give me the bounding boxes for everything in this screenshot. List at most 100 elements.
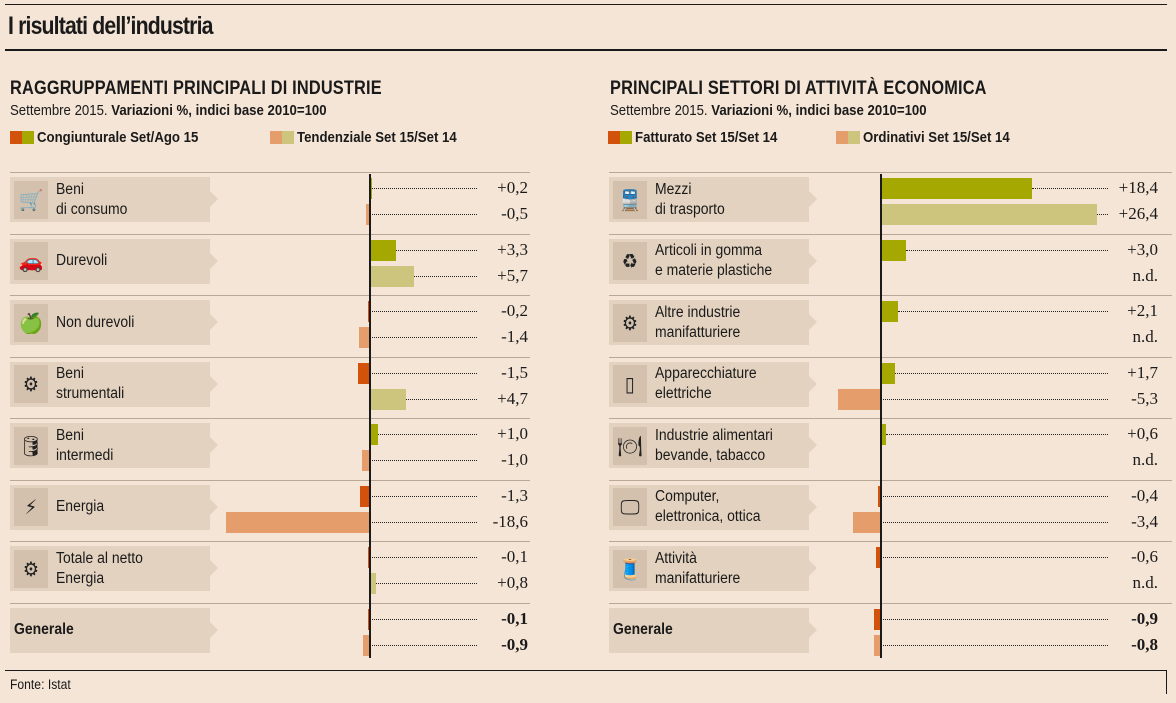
- value-label-series1-2: +2,1: [1127, 301, 1158, 320]
- gears-icon: ⚙: [613, 303, 647, 342]
- leader-line: [898, 311, 1108, 312]
- legend-item-tendenziale: Tendenziale Set 15/Set 14: [270, 129, 478, 146]
- legend-swatch-negative: [270, 131, 282, 144]
- bar-series1-7: [873, 608, 881, 630]
- legend-swatch-positive: [620, 131, 632, 144]
- row-separator: [10, 541, 530, 542]
- source-note: Fonte: Istat: [10, 677, 71, 692]
- row-separator: [609, 541, 1172, 542]
- value-label-series2-2: n.d.: [1132, 327, 1159, 346]
- value-label-series2-7: -0,9: [501, 634, 528, 654]
- leader-line: [395, 249, 477, 251]
- row-separator: [10, 479, 530, 481]
- monitor-icon: 🖵: [613, 488, 647, 526]
- panel-subtitle: Settembre 2015. Variazioni %, indici bas…: [610, 102, 995, 119]
- category-name: Generale: [14, 620, 74, 640]
- power-pylon-icon: ⚡: [14, 488, 48, 526]
- category-name: Energia: [56, 497, 104, 517]
- category-name: Generale: [613, 620, 673, 640]
- leader-line: [881, 644, 1108, 646]
- category-name-line1: Beni: [56, 180, 84, 198]
- row-separator: [10, 356, 530, 358]
- row-separator: [609, 233, 1172, 235]
- bar-series2-4: [362, 450, 370, 471]
- category-label-3: ▯ Apparecchiature elettriche: [609, 361, 817, 407]
- category-label-1: 🚗 Durevoli: [10, 238, 218, 284]
- shopping-cart-icon: 🛒: [14, 180, 48, 219]
- value-label-series2-6: +0,8: [497, 573, 528, 592]
- category-name-line1: Beni: [56, 426, 84, 444]
- category-name-line1: Altre industrie: [655, 303, 741, 321]
- leader-line: [370, 495, 477, 497]
- bar-series2-6: [370, 573, 377, 594]
- row-separator: [10, 233, 530, 235]
- legend-swatch-negative: [10, 131, 22, 144]
- category-name-line2: strumentali: [56, 385, 125, 402]
- row-separator: [10, 295, 530, 296]
- bar-series1-4: [881, 424, 886, 445]
- bar-series1-0: [370, 178, 372, 199]
- value-label-series1-6: -0,6: [1131, 547, 1158, 566]
- bar-series1-4: [370, 424, 378, 445]
- value-label-series2-1: +5,7: [497, 265, 528, 285]
- category-name: Non durevoli: [56, 313, 134, 333]
- leader-line: [370, 644, 477, 646]
- category-name: Apparecchiature elettriche: [655, 364, 757, 404]
- category-name-line2: manifatturiere: [655, 569, 741, 587]
- category-label-5: 🖵 Computer, elettronica, ottica: [609, 484, 817, 530]
- leader-line: [376, 583, 477, 584]
- legend-label: Congiunturale Set/Ago 15: [37, 129, 199, 146]
- value-label-series1-5: -1,3: [501, 485, 528, 505]
- category-name-line2: di consumo: [56, 200, 128, 218]
- category-label-5: ⚡ Energia: [10, 484, 218, 530]
- bar-series2-5: [225, 511, 370, 533]
- legend-item-ordinativi: Ordinativi Set 15/Set 14: [836, 129, 1030, 146]
- category-name-line1: Energia: [56, 498, 105, 515]
- leader-line: [905, 249, 1108, 251]
- bar-series1-1: [881, 239, 906, 261]
- legend-swatch-negative: [608, 131, 620, 144]
- category-name: Durevoli: [56, 251, 107, 271]
- bar-series2-7: [363, 634, 370, 656]
- value-label-series1-3: -1,5: [501, 362, 528, 382]
- category-name-line2: elettriche: [655, 385, 712, 402]
- bar-series1-3: [358, 362, 370, 384]
- value-label-series2-5: -18,6: [492, 511, 528, 531]
- category-label-6: ⚙ Totale al netto Energia: [10, 546, 218, 591]
- panel-title: PRINCIPALI SETTORI DI ATTIVITÀ ECONOMICA: [610, 78, 987, 99]
- value-label-series1-0: +0,2: [497, 178, 528, 197]
- title-rule: [5, 49, 1167, 51]
- category-label-4: 🍽 Industrie alimentari bevande, tabacco: [609, 423, 817, 468]
- category-name: Beni intermedi: [56, 426, 113, 466]
- row-separator: [609, 172, 1172, 173]
- category-name-line2: bevande, tabacco: [655, 446, 766, 464]
- category-label-1: ♻ Articoli in gomma e materie plastiche: [609, 238, 817, 284]
- footer-rule: [5, 670, 1167, 671]
- value-label-series1-3: +1,7: [1127, 362, 1158, 382]
- panel-title: RAGGRUPPAMENTI PRINCIPALI DI INDUSTRIE: [10, 78, 382, 99]
- bar-series2-3: [370, 388, 407, 410]
- category-name: Computer, elettronica, ottica: [655, 487, 760, 527]
- subtitle-date: Settembre 2015.: [10, 102, 108, 119]
- category-name-line2: e materie plastiche: [655, 262, 773, 279]
- category-name: Industrie alimentari bevande, tabacco: [655, 426, 773, 466]
- value-label-series2-3: +4,7: [497, 388, 528, 408]
- gears-icon: ⚙: [14, 365, 48, 403]
- panel-industry-groups: RAGGRUPPAMENTI PRINCIPALI DI INDUSTRIE S…: [10, 78, 457, 149]
- leader-line: [370, 311, 477, 312]
- value-label-series2-4: n.d.: [1132, 450, 1159, 469]
- row-separator: [609, 418, 1172, 419]
- leader-line: [894, 372, 1108, 374]
- bar-series2-0: [366, 204, 370, 225]
- panel-subtitle: Settembre 2015. Variazioni %, indici bas…: [10, 102, 390, 119]
- category-name-line1: Computer,: [655, 488, 720, 505]
- leader-line: [1097, 214, 1108, 215]
- row-separator: [10, 418, 530, 419]
- leader-line: [370, 337, 477, 338]
- leader-line: [370, 521, 477, 523]
- category-name-line1: Attività: [655, 549, 697, 567]
- machinery-icon: ⚙: [14, 549, 48, 588]
- category-name-line2: manifatturiere: [655, 323, 741, 341]
- value-label-series2-5: -3,4: [1131, 511, 1158, 531]
- value-label-series2-2: -1,4: [501, 327, 528, 346]
